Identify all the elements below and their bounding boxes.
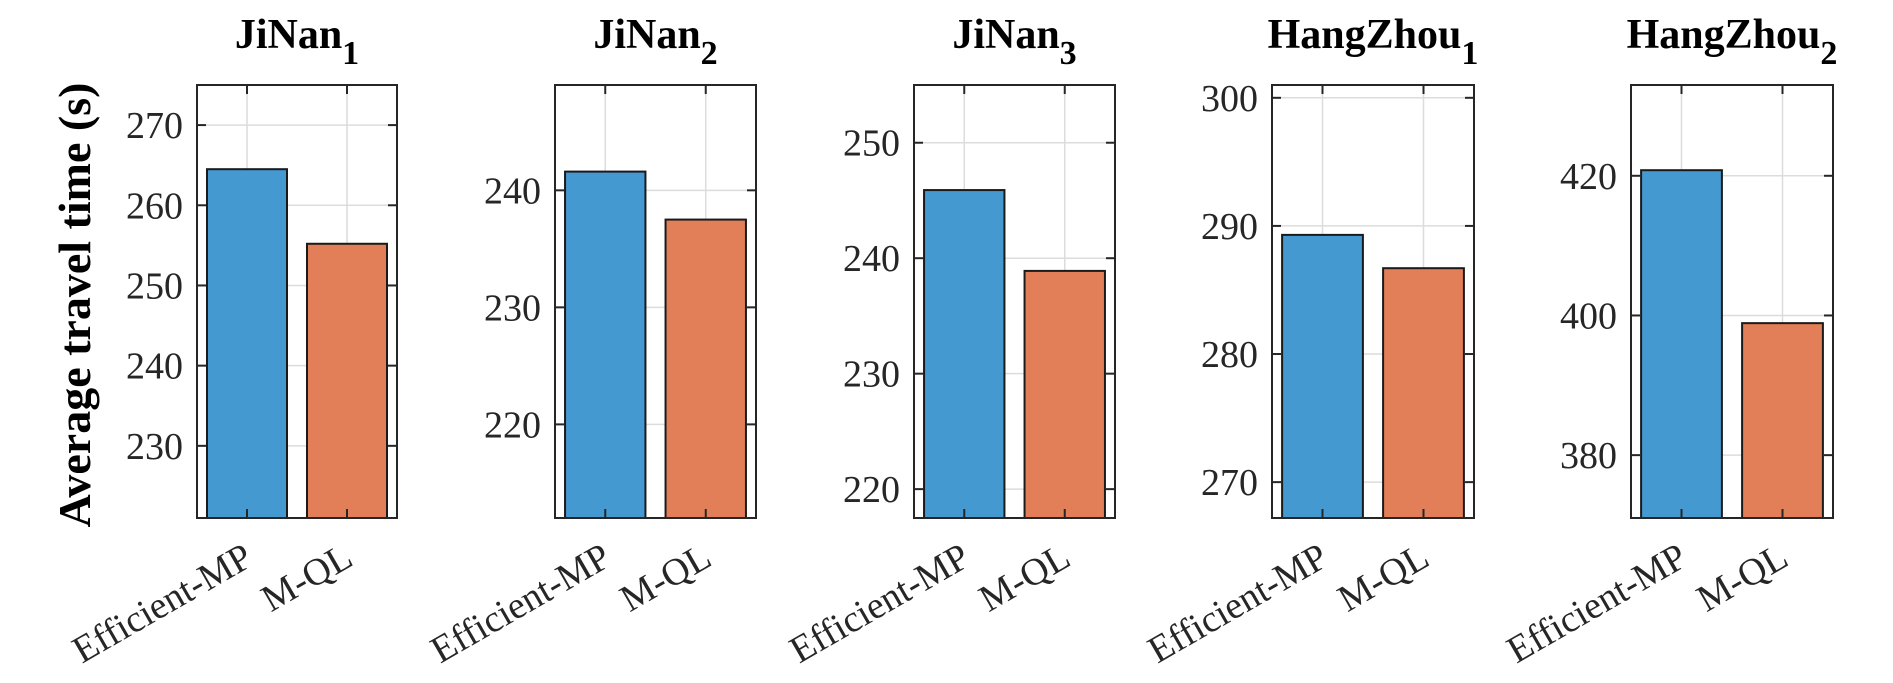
y-tick-label: 380: [1560, 435, 1617, 477]
panel-title: JiNan2: [593, 12, 717, 72]
panel-title-base: JiNan: [235, 12, 342, 58]
bar-efficient-mp: [923, 189, 1006, 519]
y-tick-label: 420: [1560, 156, 1617, 198]
panel-title-base: HangZhou: [1268, 12, 1462, 58]
chart-panel-3: 220 230 240 250 Efficient-MPM-QL JiNan3: [783, 12, 1116, 672]
y-tick-label: 280: [1201, 334, 1258, 376]
bar-m-ql: [306, 242, 388, 519]
axes-box: [913, 84, 1116, 519]
y-tick-label: 230: [843, 354, 900, 396]
bar-efficient-mp: [1281, 233, 1364, 519]
x-tick-label: Efficient-MP: [1141, 535, 1335, 671]
panel-title: JiNan3: [952, 12, 1076, 72]
y-tick-label: 290: [1201, 206, 1258, 248]
panel-title-base: JiNan: [952, 12, 1059, 58]
panel-title: JiNan1: [235, 12, 359, 72]
chart-panel-2: 220 230 240 Efficient-MPM-QL JiNan2: [424, 12, 757, 672]
panel-title-base: HangZhou: [1627, 12, 1821, 58]
axes-box: [196, 84, 398, 519]
y-tick-label: 220: [484, 404, 541, 446]
y-tick-label: 250: [843, 123, 900, 165]
chart-panel-5: 380 400 420 Efficient-MPM-QL HangZhou2: [1500, 12, 1837, 672]
panel-title-subscript: 3: [1060, 35, 1077, 72]
bar-efficient-mp: [1640, 169, 1723, 520]
y-tick-label: 250: [126, 265, 183, 307]
x-tick-label: Efficient-MP: [65, 535, 259, 671]
chart-panel-4: 270 280 290 300 Efficient-MPM-QL HangZhou1: [1141, 12, 1478, 672]
x-tick-label: M-QL: [972, 535, 1077, 620]
y-tick-label: 270: [1201, 462, 1258, 504]
x-tick-label: Efficient-MP: [783, 535, 977, 671]
bar-m-ql: [1741, 322, 1824, 519]
panel-title-subscript: 1: [342, 35, 359, 72]
y-tick-label: 270: [126, 105, 183, 147]
panel-title-base: JiNan: [593, 12, 700, 58]
x-tick-label: M-QL: [1690, 535, 1795, 620]
axes-box: [1630, 84, 1834, 519]
axes-box: [554, 84, 757, 519]
y-tick-label: 240: [484, 170, 541, 212]
chart-panel-1: 230 240 250 260 270 Efficient-MPM-QL JiNan1: [65, 12, 398, 672]
x-tick-label: M-QL: [254, 535, 359, 620]
y-tick-label: 260: [126, 185, 183, 227]
y-tick-label: 300: [1201, 78, 1258, 120]
bar-efficient-mp: [564, 170, 647, 519]
y-tick-label: 220: [843, 469, 900, 511]
panel-title: HangZhou2: [1627, 12, 1838, 72]
x-tick-label: Efficient-MP: [424, 535, 618, 671]
panel-title-subscript: 2: [1820, 35, 1837, 72]
bar-m-ql: [1023, 269, 1106, 519]
y-tick-label: 230: [126, 426, 183, 468]
x-tick-label: M-QL: [1331, 535, 1436, 620]
x-tick-label: M-QL: [613, 535, 718, 620]
bar-efficient-mp: [206, 168, 288, 519]
axes-box: [1271, 84, 1475, 519]
x-tick-label: Efficient-MP: [1500, 535, 1694, 671]
panel-title-subscript: 2: [701, 35, 718, 72]
y-tick-label: 400: [1560, 295, 1617, 337]
bar-m-ql: [664, 218, 747, 519]
y-tick-label: 240: [843, 238, 900, 280]
panel-title-subscript: 1: [1461, 35, 1478, 72]
panel-title: HangZhou1: [1268, 12, 1479, 72]
bar-m-ql: [1382, 267, 1465, 520]
y-axis-label: Average travel time (s): [49, 83, 100, 528]
y-tick-label: 240: [126, 346, 183, 388]
y-tick-label: 230: [484, 287, 541, 329]
